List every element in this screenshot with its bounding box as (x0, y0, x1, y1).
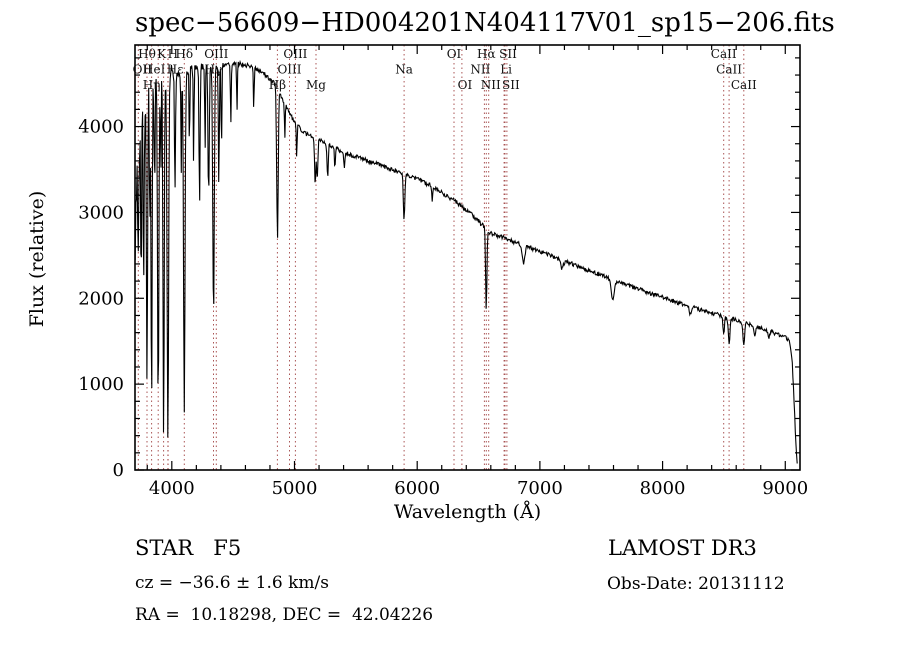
x-tick-label: 6000 (394, 478, 440, 499)
line-species-label: Mg (306, 78, 326, 92)
x-tick-label: 8000 (640, 478, 686, 499)
line-species-label: OIII (283, 47, 307, 61)
survey-name-text: LAMOST DR3 (608, 536, 757, 560)
x-tick-label: 7000 (517, 478, 563, 499)
line-species-label: OIII (204, 47, 228, 61)
line-species-label: K (157, 47, 167, 61)
line-species-label: Hγ (205, 63, 223, 77)
line-species-label: NII (481, 78, 501, 92)
radial-velocity-text: cz = −36.6 ± 1.6 km/s (135, 573, 329, 593)
object-class-text: STAR F5 (135, 536, 242, 560)
y-tick-label: 2000 (78, 288, 124, 309)
spectrum-trace (135, 59, 798, 464)
line-species-label: CaII (716, 63, 742, 77)
line-species-label: NII (470, 63, 490, 77)
line-species-label: OIII (277, 63, 301, 77)
line-species-label: Na (395, 63, 413, 77)
plot-frame (134, 44, 801, 471)
obs-date-text: Obs-Date: 20131112 (607, 574, 785, 594)
line-species-label: Hη (143, 78, 161, 92)
line-species-label: OI (458, 78, 473, 92)
line-species-label: H (168, 47, 178, 61)
line-species-label: Hε (167, 63, 184, 77)
y-tick-label: 1000 (78, 374, 124, 395)
x-tick-label: 9000 (762, 478, 808, 499)
line-species-label: HeI (143, 63, 166, 77)
line-species-label: Hδ (175, 47, 193, 61)
line-species-label: Hα (477, 47, 496, 61)
line-species-label: Hθ (138, 47, 156, 61)
line-species-label: OII (133, 63, 153, 77)
coordinates-text: RA = 10.18298, DEC = 42.04226 (135, 605, 434, 625)
y-tick-label: 4000 (78, 117, 124, 138)
line-species-label: Li (500, 63, 512, 77)
x-axis-label: Wavelength (Å) (393, 501, 542, 523)
x-tick-label: 4000 (149, 478, 195, 499)
y-axis-label: Flux (relative) (26, 190, 48, 328)
line-species-label: Hβ (269, 78, 286, 92)
line-species-label: CaII (731, 78, 757, 92)
line-species-label: CaII (711, 47, 737, 61)
y-tick-label: 0 (113, 460, 124, 481)
line-species-label: SII (499, 47, 517, 61)
line-species-label: OI (447, 47, 462, 61)
x-tick-label: 5000 (272, 478, 318, 499)
y-tick-label: 3000 (78, 202, 124, 223)
plot-title: spec−56609−HD004201N404117V01_sp15−206.f… (135, 8, 835, 38)
line-species-label: SII (502, 78, 520, 92)
